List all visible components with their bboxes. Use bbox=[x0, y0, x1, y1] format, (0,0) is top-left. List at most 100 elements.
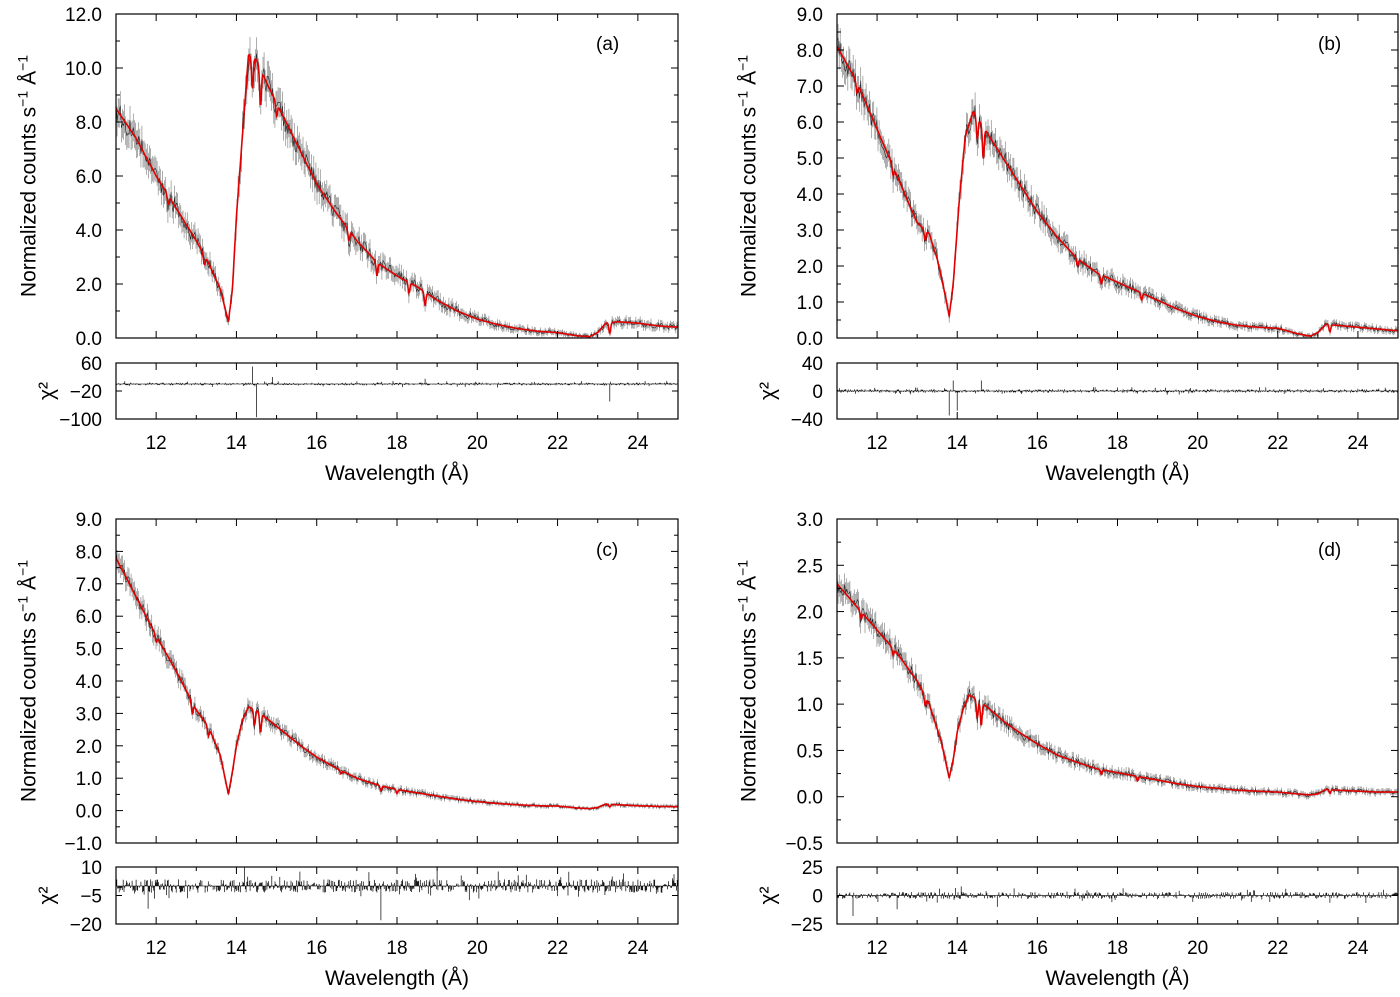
x-tick-label: 18 bbox=[1107, 938, 1128, 959]
y-tick-label: 2.0 bbox=[797, 257, 823, 278]
x-tick-label: 18 bbox=[1107, 433, 1128, 454]
y-tick-label: 0.0 bbox=[797, 788, 823, 809]
residual-frame bbox=[115, 866, 679, 925]
model-line bbox=[837, 583, 1398, 796]
y-tick-label: 1.5 bbox=[797, 649, 823, 670]
x-tick-label: 24 bbox=[627, 433, 649, 454]
y-tick-label: 7.0 bbox=[797, 77, 823, 98]
y-axis-title: Normalized counts s−1Å−1 bbox=[14, 560, 40, 802]
x-tick-label: 24 bbox=[1347, 433, 1369, 454]
x-tick-label: 22 bbox=[1267, 433, 1288, 454]
x-axis-title: Wavelength (Å) bbox=[1046, 967, 1190, 990]
x-tick-label: 22 bbox=[547, 433, 568, 454]
x-tick-label: 20 bbox=[467, 433, 488, 454]
residual-series bbox=[116, 867, 678, 921]
residual-line bbox=[837, 380, 1398, 416]
y-tick-label: 2.5 bbox=[797, 556, 823, 577]
residual-y-tick-label: 10 bbox=[81, 858, 102, 879]
residual-line bbox=[837, 886, 1398, 916]
residual-frame bbox=[115, 362, 679, 420]
data-series bbox=[837, 564, 1398, 800]
y-axis-title-unit: Å bbox=[17, 71, 40, 85]
panel-label: (c) bbox=[596, 540, 618, 561]
x-tick-label: 14 bbox=[947, 938, 969, 959]
residual-y-tick-label: 40 bbox=[802, 354, 823, 375]
y-tick-label: 2.0 bbox=[76, 275, 102, 296]
data-line bbox=[837, 575, 1398, 798]
residual-series bbox=[837, 886, 1398, 916]
x-tick-label: 24 bbox=[627, 938, 649, 959]
data-series bbox=[116, 37, 678, 338]
data-series bbox=[837, 24, 1398, 338]
y-axis-title-exp: −1 bbox=[734, 560, 750, 576]
y-tick-label: 9.0 bbox=[797, 5, 823, 26]
y-axis-title-exp: −1 bbox=[14, 560, 30, 576]
residual-y-axis-title: χ² bbox=[35, 382, 58, 400]
y-axis-title-exp: −1 bbox=[14, 91, 30, 107]
panel-label: (a) bbox=[596, 34, 619, 55]
y-axis-title-unit: Å bbox=[737, 71, 760, 85]
panel-label: (b) bbox=[1318, 34, 1341, 55]
x-tick-label: 24 bbox=[1347, 938, 1369, 959]
y-tick-label: 1.0 bbox=[797, 695, 823, 716]
y-tick-label: 8.0 bbox=[76, 113, 102, 134]
y-axis-title-unit: Å bbox=[737, 576, 760, 590]
y-axis-title-exp: −1 bbox=[734, 596, 750, 612]
y-tick-label: 10.0 bbox=[65, 59, 102, 80]
y-tick-label: 0.0 bbox=[797, 329, 823, 350]
y-axis-title-main: Normalized counts s bbox=[737, 107, 760, 297]
error-bars bbox=[116, 37, 678, 338]
error-bars bbox=[837, 564, 1398, 800]
y-tick-label: 4.0 bbox=[76, 221, 102, 242]
residual-y-axis-title: χ² bbox=[756, 886, 779, 904]
data-series bbox=[116, 541, 678, 811]
y-axis-title: Normalized counts s−1Å−1 bbox=[734, 55, 760, 297]
data-line bbox=[116, 551, 678, 810]
residual-y-tick-label: −20 bbox=[70, 382, 102, 403]
x-tick-label: 20 bbox=[1187, 433, 1208, 454]
data-line bbox=[116, 53, 678, 338]
y-tick-label: 3.0 bbox=[76, 704, 102, 725]
x-tick-label: 18 bbox=[386, 433, 407, 454]
x-tick-label: 18 bbox=[386, 938, 407, 959]
y-tick-label: 7.0 bbox=[76, 575, 102, 596]
y-axis-title-main: Normalized counts s bbox=[17, 107, 40, 297]
y-tick-label: 6.0 bbox=[76, 607, 102, 628]
residual-y-tick-label: −5 bbox=[80, 887, 102, 908]
x-tick-label: 14 bbox=[226, 938, 248, 959]
y-tick-label: 5.0 bbox=[797, 149, 823, 170]
y-axis-title-exp: −1 bbox=[14, 596, 30, 612]
y-tick-label: −1.0 bbox=[64, 834, 102, 855]
x-tick-label: 20 bbox=[467, 938, 488, 959]
plot-frame bbox=[836, 13, 1399, 339]
residual-y-tick-label: −25 bbox=[791, 915, 823, 936]
x-tick-label: 20 bbox=[1187, 938, 1208, 959]
data-line bbox=[837, 37, 1398, 338]
residual-y-tick-label: 60 bbox=[81, 354, 102, 375]
y-tick-label: 0.0 bbox=[76, 329, 102, 350]
residual-y-tick-label: 25 bbox=[802, 858, 823, 879]
x-axis-title: Wavelength (Å) bbox=[325, 967, 469, 990]
residual-line bbox=[116, 867, 678, 921]
x-tick-label: 16 bbox=[1027, 433, 1048, 454]
residual-series bbox=[116, 366, 678, 418]
y-axis-title-exp: −1 bbox=[734, 91, 750, 107]
x-tick-label: 16 bbox=[1027, 938, 1048, 959]
y-tick-label: 12.0 bbox=[65, 5, 102, 26]
y-tick-label: 8.0 bbox=[76, 542, 102, 563]
model-line bbox=[116, 53, 678, 338]
residual-y-tick-label: 0 bbox=[812, 887, 823, 908]
y-axis-title-main: Normalized counts s bbox=[737, 612, 760, 802]
y-axis-title-exp: −1 bbox=[14, 55, 30, 71]
panel-b: 0.0 1.0 2.0 3.0 4.0 5.0 6.0 7.0 8.0 9.0 (b) Normali… bbox=[734, 5, 1399, 485]
y-tick-label: 0.0 bbox=[76, 802, 102, 823]
error-bars bbox=[116, 541, 678, 811]
y-tick-label: 4.0 bbox=[797, 185, 823, 206]
x-tick-label: 14 bbox=[947, 433, 969, 454]
residual-y-tick-label: −100 bbox=[59, 410, 102, 431]
model-line bbox=[837, 46, 1398, 337]
panel-label: (d) bbox=[1318, 540, 1341, 561]
x-tick-label: 12 bbox=[146, 433, 167, 454]
x-tick-label: 16 bbox=[306, 938, 327, 959]
